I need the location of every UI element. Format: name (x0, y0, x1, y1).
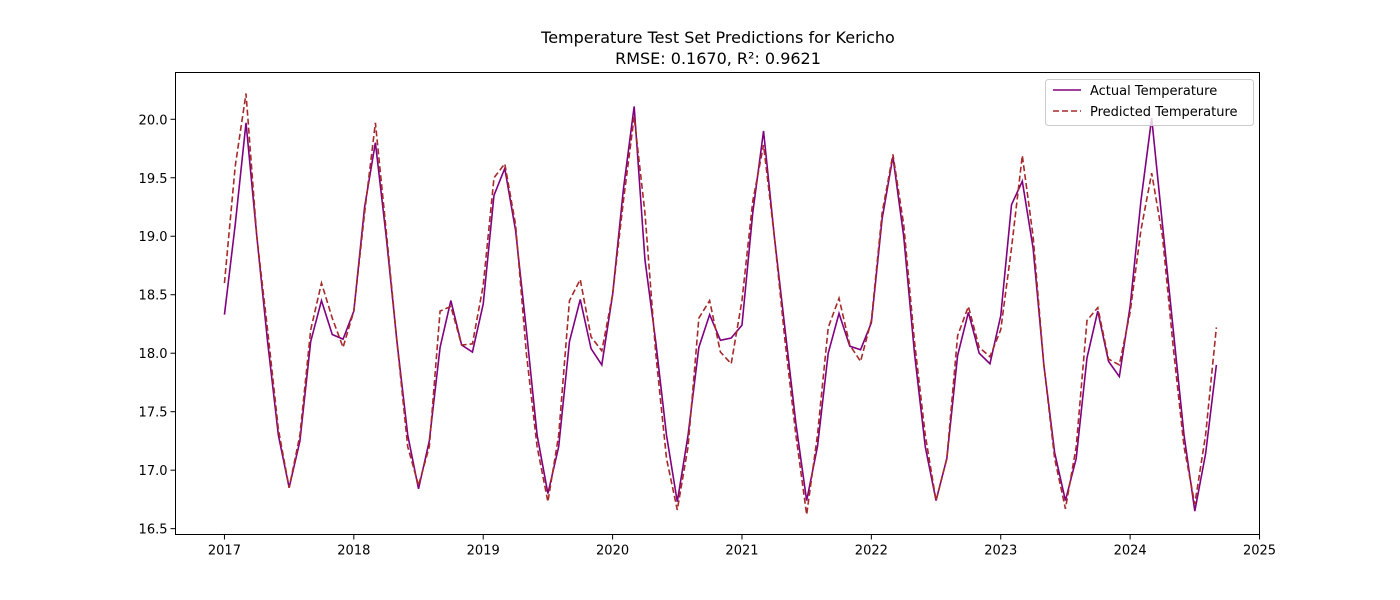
y-tick-label: 20.0 (139, 113, 168, 128)
chart-subtitle: RMSE: 0.1670, R²: 0.9621 (615, 49, 821, 68)
x-tick-label: 2023 (984, 544, 1017, 559)
y-axis: 16.5 17.0 17.5 18.0 18.5 19.0 19.5 20.0 (139, 113, 176, 538)
y-tick-label: 19.0 (139, 230, 168, 245)
x-tick-label: 2019 (467, 544, 500, 559)
x-tick-label: 2021 (725, 544, 758, 559)
y-tick-label: 17.5 (139, 406, 168, 421)
series-line-predicted (223, 93, 1218, 515)
x-tick-label: 2018 (337, 544, 370, 559)
plot-frame (175, 72, 1260, 535)
legend-label-predicted: Predicted Temperature (1090, 105, 1238, 120)
x-tick-label: 2017 (208, 544, 241, 559)
legend-label-actual: Actual Temperature (1090, 84, 1217, 99)
x-tick-label: 2022 (855, 544, 888, 559)
x-tick-label: 2024 (1114, 544, 1147, 559)
y-tick-label: 17.0 (139, 464, 168, 479)
y-tick-label: 16.5 (139, 523, 168, 538)
series-line-actual (223, 106, 1218, 512)
legend: Actual Temperature Predicted Temperature (1045, 79, 1254, 126)
y-tick-label: 18.0 (139, 347, 168, 362)
plot-lines (223, 93, 1218, 515)
x-axis: 2017 2018 2019 2020 2021 2022 2023 2024 2025 (208, 534, 1276, 559)
chart-title: Temperature Test Set Predictions for Ker… (540, 28, 895, 47)
y-tick-label: 18.5 (139, 289, 168, 304)
y-tick-label: 19.5 (139, 172, 168, 187)
x-tick-label: 2025 (1243, 544, 1276, 559)
x-tick-label: 2020 (596, 544, 629, 559)
legend-box (1045, 79, 1254, 126)
